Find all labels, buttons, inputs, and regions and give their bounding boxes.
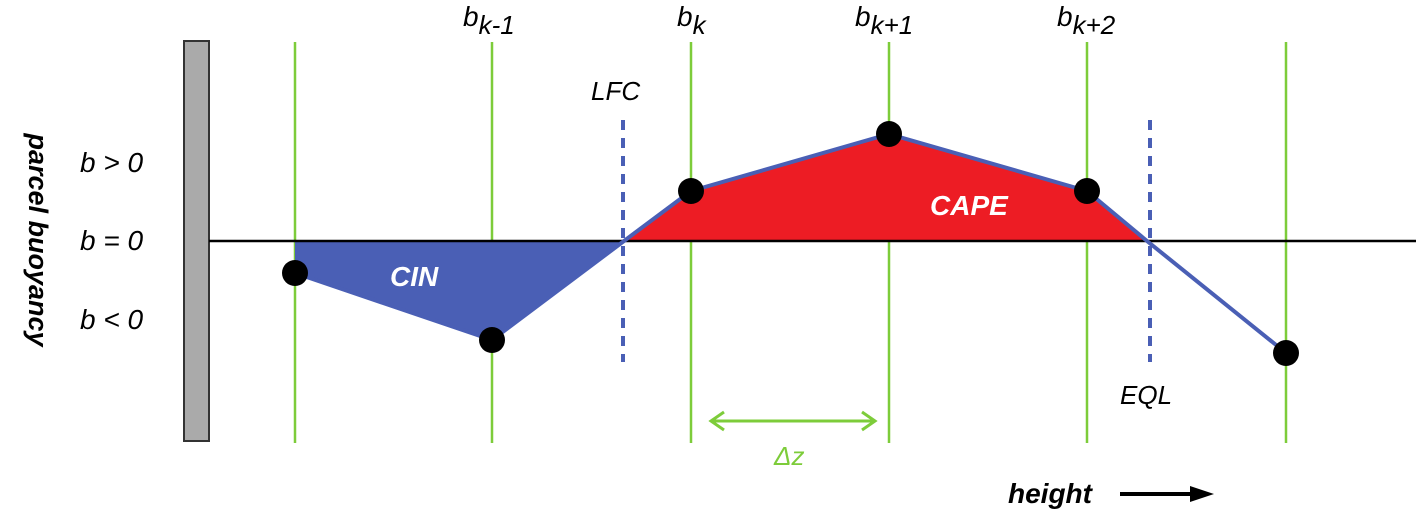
profile-points <box>282 121 1299 366</box>
label-bk+1: bk+1 <box>855 1 913 40</box>
height-arrow <box>1120 486 1214 502</box>
dz-arrow <box>708 410 878 432</box>
label-cin: CIN <box>390 261 439 292</box>
label-bk-1: bk-1 <box>463 1 515 40</box>
dz-label: Δz <box>773 441 804 471</box>
label-lfc: LFC <box>591 76 640 106</box>
level-lines <box>293 42 1288 443</box>
label-b-zero: b = 0 <box>80 225 143 256</box>
axis-y-title: parcel buoyancy <box>23 132 53 348</box>
label-bk: bk <box>677 1 708 40</box>
point-bk+2 <box>1074 178 1100 204</box>
ground-wall <box>183 40 210 442</box>
point-bk-1 <box>479 327 505 353</box>
point-1 <box>282 260 308 286</box>
label-b-positive: b > 0 <box>80 147 143 178</box>
point-bk+1 <box>876 121 902 147</box>
label-eql: EQL <box>1120 380 1172 410</box>
label-b-negative: b < 0 <box>80 304 143 335</box>
cin-area <box>295 241 624 340</box>
label-cape: CAPE <box>930 190 1009 221</box>
cape-area <box>624 134 1147 241</box>
point-last <box>1273 340 1299 366</box>
point-bk <box>678 178 704 204</box>
label-height: height <box>1008 478 1094 509</box>
label-bk+2: bk+2 <box>1057 1 1116 40</box>
buoyancy-profile-line <box>294 132 1288 355</box>
